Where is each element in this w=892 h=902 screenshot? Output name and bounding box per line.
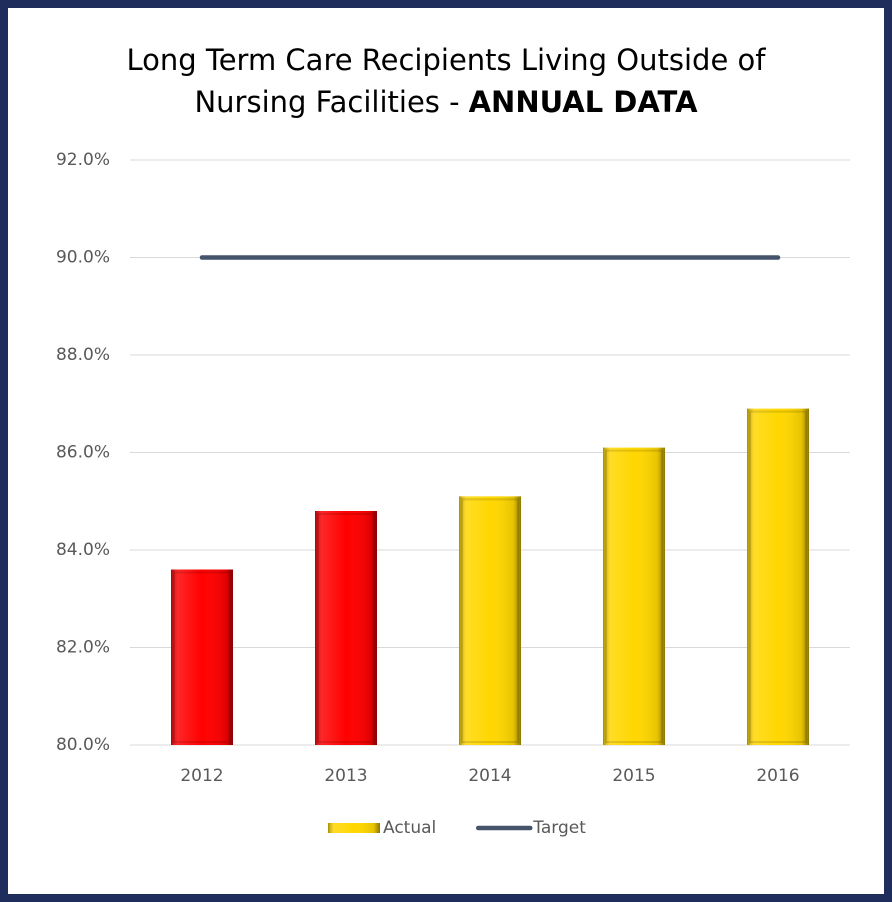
x-tick-label: 2013 — [324, 766, 367, 786]
bar-shade — [171, 569, 233, 745]
grid: 80.0% 82.0% 84.0% 86.0% 88.0% 90.0% 92.0% 2012 2… — [56, 150, 850, 786]
bar-bevel — [749, 410, 807, 743]
y-tick-label: 92.0% — [56, 150, 110, 170]
y-tick-label: 84.0% — [56, 540, 110, 560]
bar-bevel — [605, 449, 663, 743]
chart-title: Long Term Care Recipients Living Outside… — [127, 43, 767, 77]
y-tick-label: 80.0% — [56, 735, 110, 755]
y-tick-label: 82.0% — [56, 638, 110, 658]
bar-bevel — [461, 498, 519, 743]
legend-swatch-shade — [328, 823, 380, 833]
y-tick-label: 86.0% — [56, 443, 110, 463]
chart-title-line: Nursing Facilities - — [194, 85, 459, 119]
x-tick-label: 2014 — [468, 766, 511, 786]
legend-label: Actual — [383, 818, 436, 838]
chart-title-emphasis: ANNUAL DATA — [469, 85, 698, 119]
chart-title: Nursing Facilities - ANNUAL DATA — [194, 85, 698, 119]
y-tick-label: 88.0% — [56, 345, 110, 365]
bar-shade — [459, 496, 521, 745]
legend-label: Target — [532, 818, 586, 838]
plot — [171, 255, 809, 745]
bar-shade — [315, 511, 377, 745]
bar-shade — [603, 447, 665, 745]
y-tick-label: 90.0% — [56, 248, 110, 268]
x-tick-label: 2012 — [180, 766, 223, 786]
bar-bevel — [317, 513, 375, 743]
x-tick-label: 2015 — [612, 766, 655, 786]
legend: Actual Target — [328, 818, 586, 838]
x-tick-label: 2016 — [756, 766, 799, 786]
bar-bevel — [173, 571, 231, 743]
bar-shade — [747, 408, 809, 745]
